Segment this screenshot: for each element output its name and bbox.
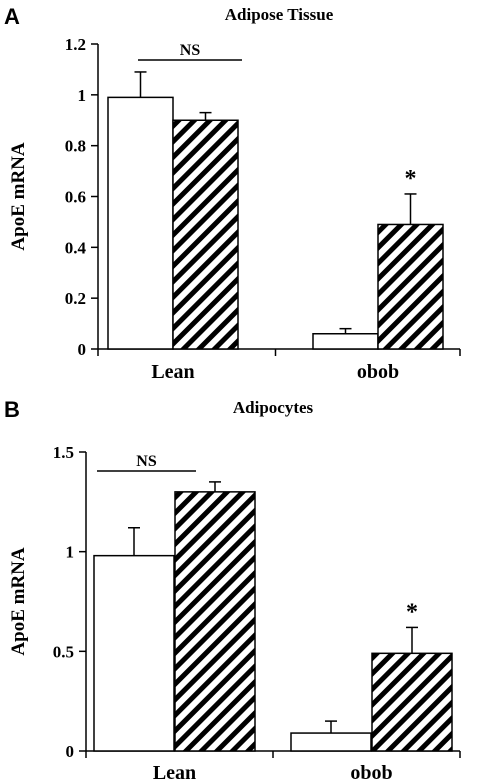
panel-a-ns-label: NS bbox=[180, 42, 201, 59]
panel-b-ns-label: NS bbox=[136, 453, 157, 470]
panel-b-bar-obob-white bbox=[290, 732, 372, 752]
panel-b-y-tick-label: 0.5 bbox=[53, 642, 74, 661]
panel-a-y-axis-label: ApoE mRNA bbox=[8, 142, 29, 250]
panel-a-x-tick-label: obob bbox=[357, 361, 399, 383]
panel-a-y-tick-label: 0.6 bbox=[65, 188, 86, 207]
panel-a-bar-obob-white bbox=[312, 333, 379, 350]
panel-a-bar-lean-hatched bbox=[172, 119, 239, 350]
panel-a-y-tick-label: 0.4 bbox=[65, 238, 87, 257]
panel-a-title: Adipose Tissue bbox=[225, 5, 334, 24]
panel-a-chart: A Adipose Tissue ApoE mRNA 0 0.2 0.4 0.6 0.8 1 1.… bbox=[4, 4, 461, 383]
panel-b-bar-obob-hatched bbox=[371, 652, 453, 752]
panel-b-letter: B bbox=[4, 397, 20, 422]
panel-b-chart: B Adipocytes ApoE mRNA 0 0.5 1 1.5 Lean obob NS * bbox=[4, 397, 461, 784]
panel-b-bar-lean-white bbox=[93, 554, 175, 752]
panel-b-y-axis-label: ApoE mRNA bbox=[8, 547, 29, 655]
panel-b-y-tick-label: 1.5 bbox=[53, 443, 74, 462]
panel-a-y-tick-label: 0.2 bbox=[65, 289, 86, 308]
panel-a-y-tick-label: 1 bbox=[78, 86, 87, 105]
panel-b-y-tick-label: 1 bbox=[66, 543, 75, 562]
panel-b-x-tick-label: obob bbox=[350, 762, 392, 784]
panel-a-y-tick-label: 0.8 bbox=[65, 137, 86, 156]
panel-a-significance-star: * bbox=[405, 166, 417, 192]
panel-b-bar-lean-hatched bbox=[174, 491, 256, 752]
panel-b-significance-star: * bbox=[406, 599, 418, 625]
panel-a-bar-obob-hatched bbox=[377, 223, 444, 350]
panel-b-x-tick-label: Lean bbox=[153, 762, 196, 784]
panel-a-letter: A bbox=[4, 4, 20, 29]
panel-a-x-tick-label: Lean bbox=[151, 361, 194, 383]
panel-b-y-tick-label: 0 bbox=[66, 742, 75, 761]
panel-a-y-tick-label: 0 bbox=[78, 340, 87, 359]
panel-a-bar-lean-white bbox=[107, 96, 174, 350]
panel-a-y-tick-label: 1.2 bbox=[65, 35, 86, 54]
panel-b-title: Adipocytes bbox=[233, 398, 314, 417]
